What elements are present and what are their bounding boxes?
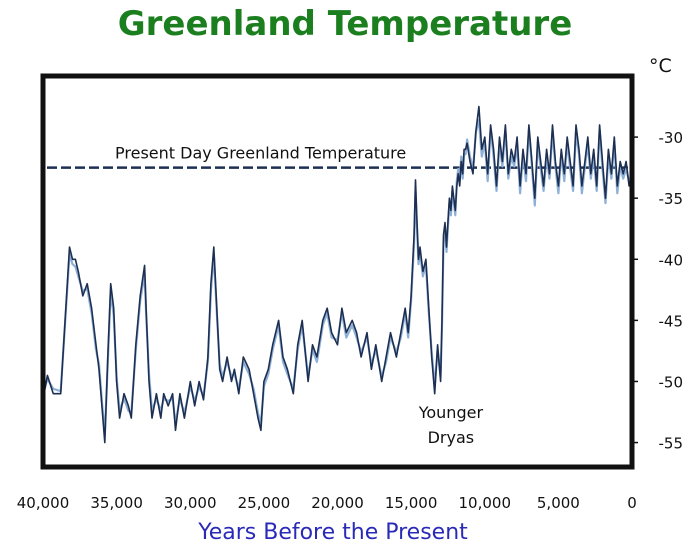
x-tick-label: 5,000 [537,494,580,512]
y-tick-label: -30 [659,129,684,147]
plot-frame [40,73,635,470]
series-line [42,105,633,444]
y-tick-label: -45 [659,312,684,330]
reference-line-label: Present Day Greenland Temperature [115,144,406,163]
x-tick-label: 15,000 [385,494,438,512]
chart-title: Greenland Temperature [117,4,573,44]
x-tick-label: 40,000 [17,494,70,512]
x-tick-label: 25,000 [238,494,291,512]
x-tick-label: 30,000 [164,494,217,512]
annotation-younger-dryas: Younger [418,403,484,422]
x-tick-label: 10,000 [459,494,512,512]
y-tick-label: -50 [659,373,684,391]
x-tick-label: 0 [627,494,637,512]
y-tick-label: -35 [659,190,684,208]
y-tick-label: -55 [659,435,684,453]
annotation-younger-dryas: Dryas [428,428,475,447]
x-axis-label: Years Before the Present [198,520,468,545]
x-tick-label: 20,000 [311,494,364,512]
x-tick-label: 35,000 [90,494,143,512]
plot-area [43,76,632,467]
y-unit-label: °C [649,55,672,77]
y-tick-label: -40 [659,251,684,269]
